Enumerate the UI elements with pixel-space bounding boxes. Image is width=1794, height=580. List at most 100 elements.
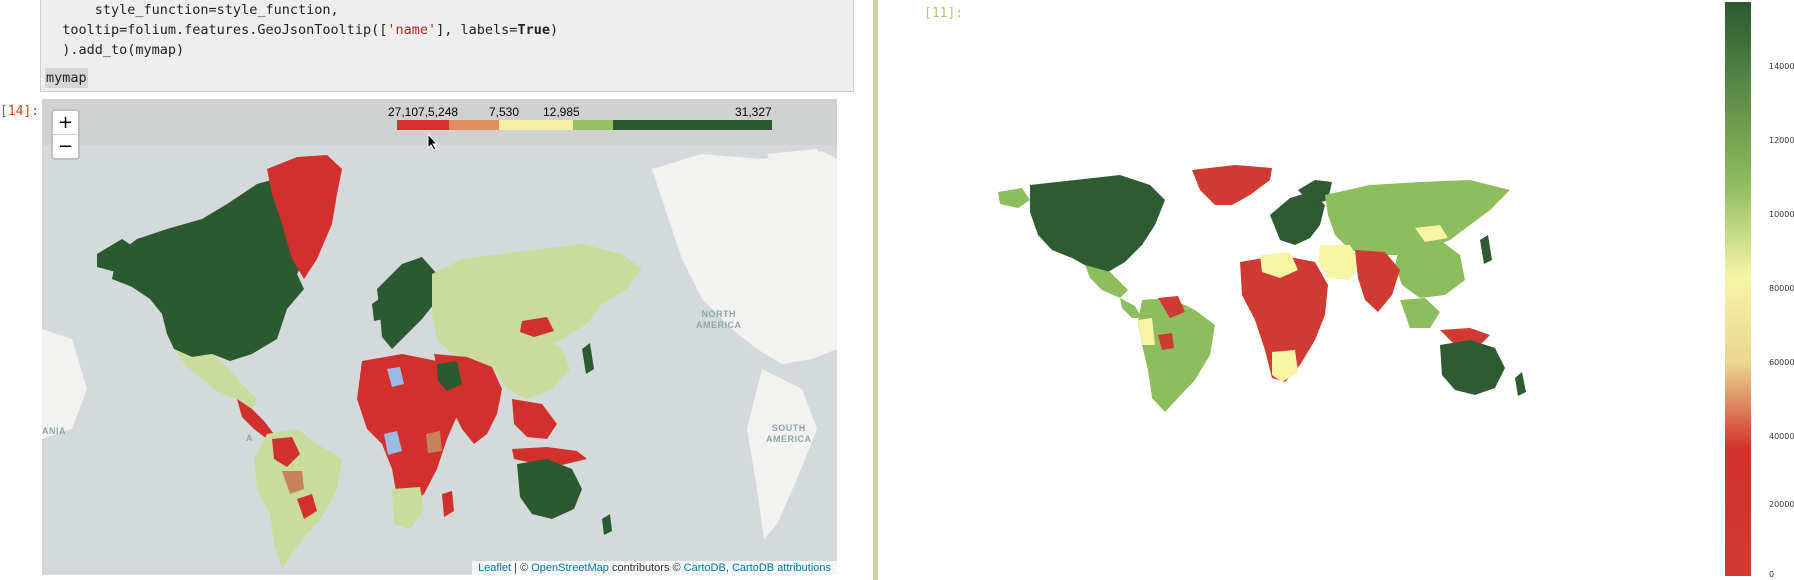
mouse-pointer-icon [427, 133, 439, 151]
legend-color-bar [397, 120, 772, 130]
mpl-japan [1480, 235, 1492, 264]
mpl-south-america-yellow [1138, 318, 1155, 345]
region-mexico [174, 349, 257, 409]
colorbar-tick-7: 20000 [1769, 500, 1794, 509]
mpl-greenland [1192, 165, 1272, 205]
mpl-north-africa [1260, 252, 1298, 278]
mpl-southern-africa [1272, 350, 1298, 382]
map-attribution: Leaflet | © OpenStreetMap contributors ©… [472, 561, 837, 575]
land-north-america-tile [652, 151, 837, 364]
region-africa-blue-north [387, 367, 404, 387]
attribution-leaflet-link[interactable]: Leaflet [478, 562, 512, 574]
legend-segment-2 [449, 120, 499, 130]
mpl-china [1395, 240, 1465, 298]
region-madagascar [442, 491, 454, 517]
region-southeast-asia [512, 399, 557, 439]
code-line-2-start: tooltip=folium.features.GeoJsonTooltip([ [46, 22, 388, 38]
region-mongolia [520, 317, 554, 337]
world-map-tiles[interactable] [42, 99, 837, 575]
label-oceania-fragment: ANIA [42, 426, 66, 436]
legend-tick-3: 12,985 [543, 105, 580, 119]
mpl-mongolia [1415, 225, 1448, 242]
pane-splitter[interactable] [873, 0, 878, 580]
mpl-australia [1440, 340, 1505, 395]
matplotlib-choropleth [998, 2, 1751, 576]
mpl-south-america-red-2 [1158, 333, 1174, 350]
region-africa-orange [426, 431, 442, 453]
attribution-sep: | © [511, 562, 532, 574]
land-south-america-tile [747, 369, 817, 539]
region-south-america-red-2 [297, 494, 317, 519]
legend-ticks: 27,107,5,248 7,530 12,985 31,327 [388, 105, 772, 119]
colorbar-tick-2: 120000 [1769, 136, 1794, 145]
code-line-2: tooltip=folium.features.GeoJsonTooltip([… [46, 20, 558, 40]
legend-segment-4 [573, 120, 613, 130]
right-notebook-pane [878, 0, 1794, 580]
region-greenland [267, 155, 342, 279]
code-line-2-end: ) [549, 22, 559, 38]
region-arabia [437, 361, 462, 391]
region-australia [517, 459, 582, 519]
legend-segment-5 [613, 120, 772, 130]
legend-segment-1 [397, 120, 449, 130]
region-south-america-orange [282, 471, 304, 494]
land-greenland-tile [767, 149, 832, 194]
mpl-southeast-asia [1400, 298, 1440, 328]
mpl-south-asia [1355, 250, 1400, 312]
label-north-america: NORTH AMERICA [696, 309, 742, 330]
region-new-zealand [602, 514, 612, 535]
code-cell[interactable]: style_function=style_function, tooltip=f… [40, 0, 854, 92]
mpl-indonesia [1440, 328, 1490, 345]
attribution-carto-link[interactable]: CartoDB [683, 562, 726, 574]
region-central-america [237, 399, 274, 439]
colorbar-tick-6: 40000 [1769, 432, 1794, 441]
colorbar-tick-5: 60000 [1769, 358, 1794, 367]
mpl-scandinavia [1298, 180, 1332, 205]
mpl-middle-east [1318, 245, 1360, 280]
region-uk [372, 297, 384, 321]
mpl-south-america [1138, 298, 1215, 412]
colorbar-tick-4: 80000 [1769, 284, 1794, 293]
choropleth-legend: 27,107,5,248 7,530 12,985 31,327 [388, 105, 772, 133]
label-africa-fragment: A [246, 433, 253, 443]
legend-tick-2: 7,530 [489, 105, 520, 119]
zoom-control: + − [51, 109, 80, 160]
attribution-osm-link[interactable]: OpenStreetMap [531, 562, 609, 574]
region-europe-north [377, 257, 437, 349]
colorbar [1725, 2, 1751, 576]
colorbar-tick-3: 100000 [1769, 210, 1794, 219]
mpl-europe [1270, 192, 1325, 245]
region-russia-asia [432, 244, 642, 367]
zoom-out-button[interactable]: − [53, 134, 78, 158]
mpl-north-america [1030, 175, 1165, 272]
code-keyword-true: True [517, 22, 550, 38]
mpl-africa [1240, 255, 1328, 382]
region-southern-africa [392, 487, 424, 529]
code-block[interactable]: style_function=style_function, tooltip=f… [46, 0, 558, 60]
zoom-in-button[interactable]: + [57, 112, 74, 133]
region-indonesia [512, 447, 587, 465]
attribution-comma: , [725, 562, 732, 574]
mpl-russia-asia [1325, 180, 1510, 255]
mpl-alaska [998, 188, 1030, 208]
legend-tick-4: 31,327 [735, 105, 772, 119]
colorbar-tick-1: 140000 [1769, 62, 1794, 71]
colorbar-tick-8: 0 [1769, 570, 1775, 579]
legend-tick-1: 27,107,5,248 [388, 105, 459, 119]
mpl-central-america [1120, 298, 1142, 318]
region-china [494, 337, 570, 399]
mpl-mexico [1085, 265, 1128, 298]
region-south-america-red [272, 437, 300, 467]
cell-variable-mymap[interactable]: mymap [45, 68, 88, 88]
attribution-carto-attributions-link[interactable]: CartoDB attributions [731, 562, 831, 574]
mpl-new-zealand [1515, 372, 1526, 396]
code-string-name: 'name' [387, 22, 437, 38]
region-north-america [112, 177, 310, 361]
cell-prompt-14: [14]: [0, 104, 40, 119]
code-line-2-mid: ], labels= [436, 22, 518, 38]
code-line-3: ).add_to(mymap) [46, 42, 185, 58]
region-alaska [97, 239, 137, 274]
code-line-1: style_function=style_function, [46, 2, 339, 18]
leaflet-map[interactable]: + − 27,107,5,248 7,530 12,985 31,327 NOR… [42, 99, 837, 575]
region-japan [582, 343, 594, 374]
